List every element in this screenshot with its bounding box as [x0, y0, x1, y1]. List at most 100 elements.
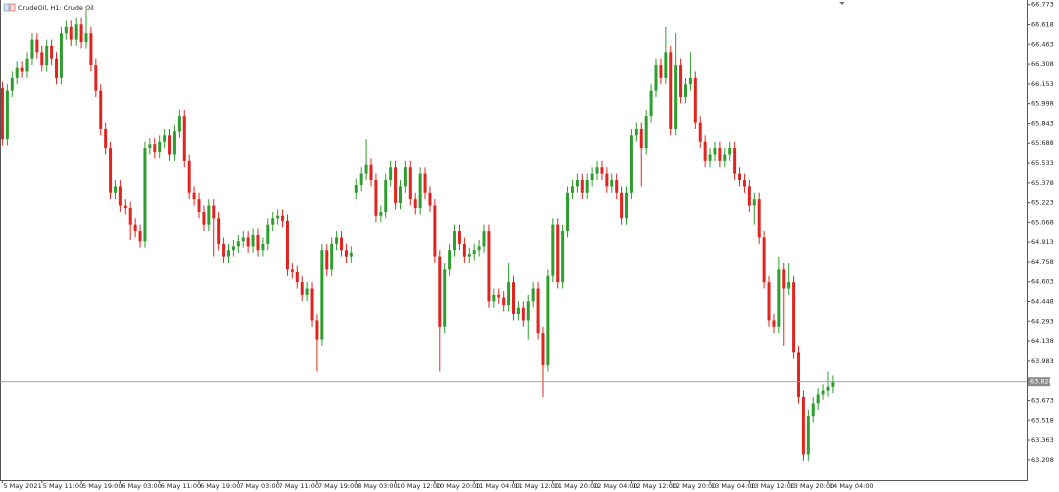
candle-body [335, 237, 339, 244]
y-tick-label: 66.463 [1031, 40, 1054, 48]
x-tick-label: 6 May 03:00 [121, 482, 161, 490]
candle-body [590, 173, 594, 180]
y-tick-label: 63.518 [1031, 416, 1054, 424]
y-tick-label: 65.378 [1031, 179, 1054, 187]
candle-body [109, 148, 113, 193]
candle-body [45, 45, 49, 66]
candle-body [20, 67, 24, 72]
candle-body [634, 128, 638, 136]
candle-body [457, 231, 461, 244]
x-tick-label: 12 May 20:00 [672, 482, 717, 490]
x-tick-label: 6 May 11:00 [161, 482, 201, 490]
y-tick-label: 65.843 [1031, 119, 1054, 127]
candle-body [541, 333, 545, 366]
y-tick-label: 64.913 [1031, 238, 1054, 246]
candle-body [354, 185, 358, 193]
candle-body [197, 199, 201, 212]
symbol-icon [3, 3, 16, 12]
candle-body [546, 275, 550, 366]
candle-body [428, 192, 432, 206]
candle-body [143, 148, 147, 242]
candle-body [762, 237, 766, 283]
candle-body [821, 390, 825, 395]
candle-body [133, 224, 137, 232]
x-tick-label: 10 May 12:00 [397, 482, 442, 490]
y-tick-label: 64.758 [1031, 258, 1054, 266]
x-tick-label: 5 May 19:00 [82, 482, 122, 490]
candle-body [207, 205, 211, 225]
candle-body [344, 250, 348, 257]
candle-body [50, 45, 54, 59]
candle-body [290, 269, 294, 272]
candle-body [654, 65, 658, 91]
candle-body [222, 243, 226, 257]
candle-body [256, 234, 260, 251]
candle-body [177, 116, 181, 132]
candle-body [713, 148, 717, 155]
x-tick-label: 14 May 04:00 [829, 482, 874, 490]
candle-body [379, 211, 383, 216]
candle-body [806, 416, 810, 455]
candle-body [423, 173, 427, 193]
candle-body [148, 144, 152, 149]
candle-body [300, 282, 304, 295]
candle-body [182, 116, 186, 161]
candle-body [59, 33, 63, 78]
candle-body [0, 88, 4, 140]
candle-body [128, 208, 132, 225]
candle-body [330, 243, 334, 270]
candle-body [507, 282, 511, 306]
candle-body [831, 381, 835, 387]
candle-body [340, 237, 344, 251]
x-tick-label: 13 May 12:00 [750, 482, 795, 490]
candle-body [688, 77, 692, 85]
candle-body [566, 192, 570, 232]
y-tick-label: 64.603 [1031, 278, 1054, 286]
x-tick-label: 11 May 04:00 [475, 482, 520, 490]
candle-body [772, 320, 776, 327]
candle-body [271, 218, 275, 225]
candle-body [625, 192, 629, 219]
x-tick-label: 12 May 04:00 [593, 482, 638, 490]
x-tick-label: 7 May 03:00 [239, 482, 279, 490]
candle-body [285, 220, 289, 270]
candle-body [55, 58, 59, 78]
candle-body [104, 128, 108, 149]
candle-body [226, 250, 230, 257]
candle-body [236, 241, 240, 247]
x-tick-label: 13 May 04:00 [711, 482, 756, 490]
x-tick-label: 7 May 19:00 [318, 482, 358, 490]
candle-body [669, 52, 673, 129]
candle-body [801, 397, 805, 455]
x-tick-label: 11 May 20:00 [554, 482, 599, 490]
candle-body [787, 282, 791, 289]
candle-body [644, 116, 648, 149]
candle-body [84, 33, 88, 43]
candle-body [826, 386, 830, 391]
candle-body [398, 186, 402, 203]
y-tick-label: 64.293 [1031, 317, 1054, 325]
candle-body [536, 288, 540, 334]
candle-body [477, 246, 481, 251]
candle-body [384, 180, 388, 212]
y-tick-label: 64.138 [1031, 337, 1054, 345]
candle-body [497, 294, 501, 298]
y-tick-label: 63.673 [1031, 396, 1054, 404]
candle-body [443, 269, 447, 327]
candle-body [502, 297, 506, 306]
candle-body [595, 167, 599, 174]
candle-body [217, 218, 221, 244]
candle-body [708, 154, 712, 161]
shift-marker [839, 2, 845, 5]
candle-body [158, 141, 162, 152]
candle-body [138, 231, 142, 242]
candle-body [561, 231, 565, 283]
x-tick-label: 10 May 20:00 [436, 482, 481, 490]
candle-body [718, 148, 722, 161]
candle-body [467, 254, 471, 257]
candle-body [433, 205, 437, 257]
candle-body [364, 164, 368, 174]
candle-body [349, 252, 353, 257]
candle-body [320, 250, 324, 340]
